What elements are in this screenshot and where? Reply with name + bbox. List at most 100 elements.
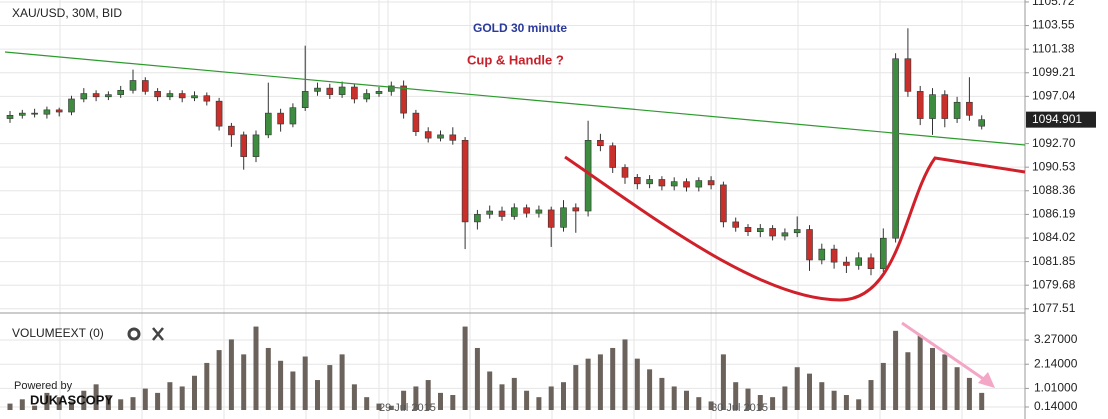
grid xyxy=(0,0,1025,419)
close-icon[interactable] xyxy=(152,327,164,341)
volume-bar xyxy=(216,350,222,410)
candle-body xyxy=(535,209,543,214)
y-tick-label: 1099.21 xyxy=(1032,65,1076,79)
volume-bar xyxy=(733,382,739,410)
candle-body xyxy=(633,176,641,185)
candle-body xyxy=(510,207,518,217)
volume-bar xyxy=(930,347,935,410)
volume-bar xyxy=(327,365,333,410)
candle-body xyxy=(375,91,383,94)
volume-bar xyxy=(979,392,985,410)
y2-tick-label: 1.01000 xyxy=(1034,381,1078,395)
volume-bar xyxy=(782,386,788,410)
volume-bar xyxy=(142,388,148,410)
candle-body xyxy=(31,112,38,115)
candle-body xyxy=(769,228,776,237)
candle-body xyxy=(264,112,272,136)
marks xyxy=(6,28,986,410)
volume-bar xyxy=(376,403,382,410)
candle-body xyxy=(301,91,309,108)
candle-body xyxy=(203,95,211,102)
candle-body xyxy=(670,181,678,187)
volume-bar xyxy=(241,354,247,410)
volume-bar xyxy=(364,397,370,410)
candle-body xyxy=(560,207,567,228)
candle-body xyxy=(240,134,247,157)
volume-bar xyxy=(561,382,566,410)
y-tick-label: 1077.51 xyxy=(1032,301,1076,315)
volume-bar xyxy=(696,397,702,410)
last-price-box xyxy=(1026,111,1096,128)
volume-bar xyxy=(671,386,677,410)
y-tick-label: 1092.70 xyxy=(1032,136,1076,150)
candle-body xyxy=(929,94,936,119)
volume-bar xyxy=(647,369,653,410)
volume-bar xyxy=(278,360,284,410)
y-tick-label: 1079.68 xyxy=(1032,277,1076,291)
candle-body xyxy=(412,112,420,132)
candle-body xyxy=(43,109,51,115)
volume-bar xyxy=(893,330,899,410)
volume-bar xyxy=(548,386,554,410)
volume-bar xyxy=(499,384,505,410)
candle-body xyxy=(178,93,186,99)
volume-bar xyxy=(708,401,714,410)
candle-body xyxy=(6,114,14,119)
volume-bar xyxy=(93,384,99,410)
candle-body xyxy=(117,89,124,95)
candle-body xyxy=(879,237,887,269)
volume-bar xyxy=(819,382,825,410)
y-tick-label: 1088.36 xyxy=(1032,183,1076,197)
arrow-head xyxy=(978,372,995,388)
volume-bar xyxy=(265,347,271,410)
candle-body xyxy=(461,140,469,223)
candle-body xyxy=(892,58,899,239)
volume-bar xyxy=(81,390,87,410)
candle-body xyxy=(683,181,690,188)
settings-icon[interactable] xyxy=(127,327,141,341)
candle-body xyxy=(966,101,973,116)
candle-body xyxy=(68,98,75,113)
candle-body xyxy=(351,86,358,100)
candle-body xyxy=(707,180,715,186)
y2-tick-label: 0.14000 xyxy=(1034,399,1078,413)
candle-body xyxy=(486,210,494,215)
volume-bar xyxy=(204,362,210,410)
candle-body xyxy=(437,134,444,139)
y-tick-label: 1086.19 xyxy=(1032,207,1076,221)
volume-bar xyxy=(807,373,812,410)
volume-bar xyxy=(487,371,493,410)
candle-body xyxy=(646,179,653,185)
y2-tick-label: 2.14000 xyxy=(1034,356,1078,370)
volume-bar xyxy=(438,392,443,410)
x-tick-label: 29 Jul 2015 xyxy=(379,402,436,414)
candle-body xyxy=(474,213,481,223)
volume-bar xyxy=(253,326,259,410)
candle-body xyxy=(695,180,703,188)
volume-bar xyxy=(720,354,726,410)
y-tick-label: 1101.38 xyxy=(1032,41,1075,55)
annotation: Cup & Handle ? xyxy=(467,52,564,67)
volume-bar xyxy=(32,405,38,410)
candle-body xyxy=(449,134,457,141)
volume-bar xyxy=(794,367,800,410)
candle-body xyxy=(732,221,740,228)
volume-bar xyxy=(450,395,456,410)
candle-body xyxy=(105,94,112,98)
candle-body xyxy=(621,167,629,178)
candle-body xyxy=(720,184,727,223)
candle-body xyxy=(289,107,297,125)
candle-body xyxy=(80,93,88,100)
candle-body xyxy=(55,109,63,113)
volume-bar xyxy=(684,390,689,410)
volume-bar xyxy=(905,352,911,410)
volume-bar xyxy=(597,354,603,410)
candle-body xyxy=(916,91,924,119)
volume-bar xyxy=(19,399,25,410)
volume-bar xyxy=(634,358,640,410)
volume-bar xyxy=(659,377,665,410)
volume-bar xyxy=(351,384,357,410)
volume-bar xyxy=(966,377,972,410)
candle-body xyxy=(387,85,395,92)
